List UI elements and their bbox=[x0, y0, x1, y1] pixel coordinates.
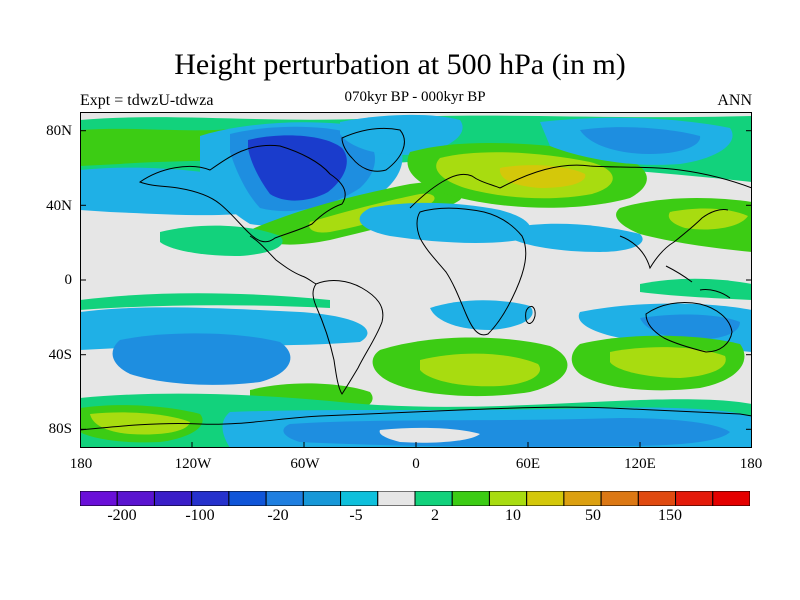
coast-southeast-asia bbox=[665, 265, 731, 299]
colorbar-label: -100 bbox=[185, 507, 215, 524]
experiment-label: Expt = tdwzU-tdwza bbox=[80, 92, 214, 109]
colorbar-swatch bbox=[488, 491, 528, 506]
x-tick-label: 180 bbox=[69, 456, 93, 472]
south-atlantic-yellow bbox=[420, 353, 541, 387]
colorbar-swatch bbox=[526, 491, 565, 506]
x-tick-label: 60E bbox=[515, 456, 541, 472]
indian-ocean-mid-blue bbox=[640, 314, 740, 340]
coast-central-america bbox=[249, 235, 317, 285]
east-asia-yellow bbox=[668, 208, 748, 230]
x-tick-label: 180 bbox=[739, 456, 763, 472]
x-tick-label: 120W bbox=[174, 456, 212, 472]
season-label: ANN bbox=[717, 92, 752, 109]
colorbar-label: 2 bbox=[431, 507, 439, 524]
coast-south-america bbox=[312, 280, 384, 395]
arabia-blue bbox=[510, 223, 643, 252]
tick-marks bbox=[80, 130, 752, 448]
antarctic-yellow-west bbox=[90, 412, 190, 435]
indian-high-yellow bbox=[610, 347, 726, 378]
colorbar-swatch bbox=[80, 491, 118, 506]
colorbar-swatch bbox=[563, 491, 602, 506]
north-america-dark-blue bbox=[248, 135, 347, 201]
colorbar-label: -5 bbox=[349, 507, 363, 524]
colorbar-swatch bbox=[451, 491, 490, 506]
y-tick-label: 40N bbox=[46, 198, 72, 214]
arctic-atlantic-blue bbox=[340, 114, 463, 155]
colorbar-swatch bbox=[116, 491, 155, 506]
antarctic-mid-blue bbox=[283, 418, 730, 447]
coastlines bbox=[80, 127, 752, 431]
contour-field bbox=[80, 112, 752, 448]
south-pacific-teal bbox=[80, 293, 330, 310]
colorbar-label: -200 bbox=[107, 507, 137, 524]
colorbar-label: 10 bbox=[505, 507, 521, 524]
colorbar-swatch bbox=[600, 491, 639, 506]
colorbar-swatch bbox=[637, 491, 677, 506]
colorbar-swatch bbox=[340, 491, 379, 506]
coast-greenland bbox=[341, 127, 405, 172]
north-pacific-teal bbox=[160, 225, 283, 256]
chart-title: Height perturbation at 500 hPa (in m) bbox=[174, 48, 626, 81]
colorbar-swatch bbox=[228, 491, 267, 506]
siberia-mid-blue bbox=[580, 127, 701, 154]
colorbar-swatch bbox=[377, 491, 416, 506]
y-tick-label: 0 bbox=[64, 272, 73, 288]
coast-asia bbox=[499, 164, 752, 270]
colorbar-swatch bbox=[191, 491, 230, 506]
map-plot bbox=[80, 112, 752, 448]
colorbar bbox=[80, 491, 750, 506]
coast-madagascar bbox=[525, 305, 536, 324]
coast-australia bbox=[645, 301, 733, 353]
colorbar-swatch bbox=[675, 491, 714, 506]
colorbar-swatch bbox=[712, 491, 750, 506]
chart-subtitle: 070kyr BP - 000kyr BP bbox=[344, 89, 486, 105]
colorbar-label: 150 bbox=[658, 507, 682, 524]
coast-europe bbox=[409, 173, 501, 209]
y-tick-label: 80S bbox=[48, 421, 72, 437]
coast-north-america bbox=[138, 144, 346, 243]
y-tick-label: 40S bbox=[48, 347, 72, 363]
y-tick-label: 80N bbox=[46, 123, 72, 139]
south-pacific-mid-blue bbox=[112, 333, 291, 385]
colorbar-label: 50 bbox=[585, 507, 601, 524]
antarctic-neutral-east bbox=[379, 427, 480, 443]
coast-antarctica bbox=[80, 406, 752, 431]
x-tick-label: 0 bbox=[412, 456, 420, 472]
coast-africa bbox=[416, 207, 527, 336]
x-tick-label: 60W bbox=[290, 456, 320, 472]
colorbar-swatch bbox=[153, 491, 193, 506]
colorbar-swatch bbox=[265, 491, 304, 506]
eurasia-gold bbox=[499, 165, 586, 188]
colorbar-swatch bbox=[302, 491, 342, 506]
x-tick-label: 120E bbox=[624, 456, 656, 472]
colorbar-label: -20 bbox=[267, 507, 289, 524]
colorbar-swatch bbox=[414, 491, 453, 506]
